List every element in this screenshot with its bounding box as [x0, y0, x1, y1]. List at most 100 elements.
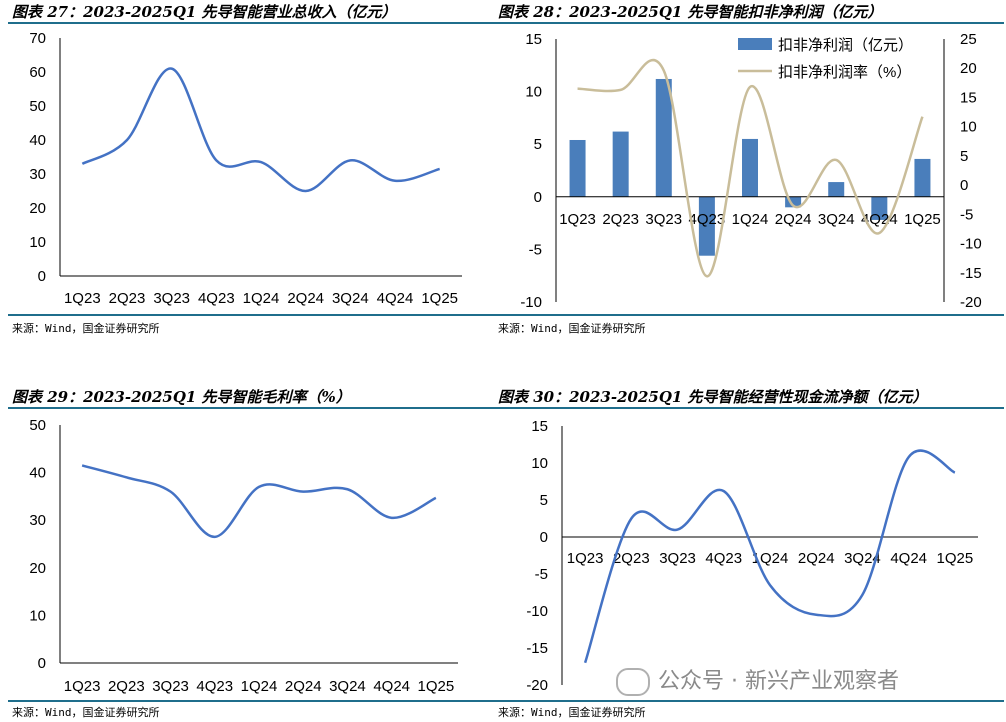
x-tick-label: 3Q24 — [818, 211, 855, 228]
x-tick-label: 4Q23 — [689, 211, 726, 228]
y-tick-label: 50 — [29, 98, 46, 115]
x-tick-label: 4Q24 — [890, 550, 927, 567]
bottom-rule — [8, 700, 496, 702]
net-profit-chart: -10 -5 0 5 10 15 -20 -15 -10 -5 0 5 10 15 20 25 1Q23 2Q23… — [520, 31, 982, 311]
y-tick-label: 40 — [29, 132, 46, 149]
x-tick-label: 4Q23 — [198, 290, 235, 307]
x-tick-label: 3Q24 — [844, 550, 881, 567]
bar — [612, 131, 629, 197]
y-tick-label: 30 — [29, 512, 46, 529]
x-tick-label: 3Q23 — [659, 550, 696, 567]
x-tick-label: 1Q23 — [64, 678, 101, 695]
x-tick-label: 2Q24 — [285, 678, 322, 695]
bar — [698, 196, 715, 256]
bottom-rule — [496, 700, 1004, 702]
x-tick-label: 1Q25 — [904, 211, 941, 228]
y-tick-label: -20 — [526, 677, 548, 694]
x-tick-label: 2Q24 — [775, 211, 812, 228]
y-left-tick-label: 15 — [525, 31, 542, 48]
x-tick-label: 1Q25 — [418, 678, 455, 695]
legend-label: 扣非净利润率（%） — [778, 64, 911, 81]
chart-title: 图表 29：2023-2025Q1 先导智能毛利率（%） — [12, 388, 351, 406]
bottom-rule — [8, 314, 496, 316]
source-note: 来源：Wind，国金证券研究所 — [12, 322, 160, 335]
y-tick-label: 40 — [29, 465, 46, 482]
y-tick-label: -10 — [526, 603, 548, 620]
y-left-tick-label: 0 — [534, 189, 542, 206]
source-note: 来源：Wind，国金证券研究所 — [12, 706, 160, 719]
y-tick-label: 70 — [29, 30, 46, 47]
y-tick-label: -5 — [535, 566, 548, 583]
legend-swatch-bar — [738, 38, 772, 50]
wechat-icon — [616, 668, 650, 696]
y-right-tick-label: -15 — [960, 265, 982, 282]
x-tick-label: 1Q24 — [243, 290, 280, 307]
x-tick-label: 4Q23 — [705, 550, 742, 567]
y-right-tick-label: 15 — [960, 89, 977, 106]
x-tick-label: 1Q24 — [241, 678, 278, 695]
revenue-chart: 0 10 20 30 40 50 60 70 1Q23 2Q23 3Q23 4Q23 1Q24 2Q24 3… — [29, 30, 462, 307]
y-tick-label: 0 — [540, 529, 548, 546]
y-tick-label: 30 — [29, 166, 46, 183]
watermark-text: 公众号 · 新兴产业观察者 — [658, 669, 899, 694]
x-tick-label: 4Q24 — [861, 211, 898, 228]
y-tick-label: 5 — [540, 492, 548, 509]
y-tick-label: 10 — [29, 607, 46, 624]
title-rule — [8, 22, 496, 24]
x-tick-label: 1Q24 — [752, 550, 789, 567]
bar — [828, 182, 845, 197]
gross-margin-chart: 0 10 20 30 40 50 1Q23 2Q23 3Q23 4Q23 1Q24 2Q24 3Q24 4… — [29, 417, 458, 695]
y-right-tick-label: -5 — [960, 206, 973, 223]
x-tick-label: 3Q23 — [152, 678, 189, 695]
y-tick-label: 15 — [531, 418, 548, 435]
y-right-tick-label: 5 — [960, 148, 968, 165]
y-left-tick-label: 5 — [534, 136, 542, 153]
chart-title: 图表 27：2023-2025Q1 先导智能营业总收入（亿元） — [12, 3, 397, 21]
source-note: 来源：Wind，国金证券研究所 — [498, 706, 646, 719]
x-tick-label: 2Q23 — [108, 678, 145, 695]
title-rule — [496, 22, 1004, 24]
x-tick-label: 2Q24 — [287, 290, 324, 307]
bar — [871, 196, 888, 220]
x-tick-label: 1Q24 — [732, 211, 769, 228]
bar — [785, 196, 802, 208]
x-tick-label: 3Q24 — [332, 290, 369, 307]
y-left-tick-label: 10 — [525, 84, 542, 101]
bar — [569, 139, 586, 197]
legend-label: 扣非净利润（亿元） — [778, 37, 913, 54]
x-tick-label: 3Q23 — [645, 211, 682, 228]
y-tick-label: 50 — [29, 417, 46, 434]
y-tick-label: 0 — [38, 268, 46, 285]
y-right-tick-label: 25 — [960, 31, 977, 48]
x-tick-label: 4Q24 — [373, 678, 410, 695]
y-tick-label: 60 — [29, 64, 46, 81]
y-tick-label: 10 — [29, 234, 46, 251]
x-tick-label: 3Q23 — [153, 290, 190, 307]
title-rule — [496, 407, 1004, 409]
y-left-tick-label: -10 — [520, 294, 542, 311]
x-tick-label: 1Q23 — [64, 290, 101, 307]
y-right-tick-label: -10 — [960, 236, 982, 253]
bottom-rule — [496, 314, 1004, 316]
chart-title: 图表 30：2023-2025Q1 先导智能经营性现金流净额（亿元） — [498, 388, 928, 406]
x-tick-label: 2Q23 — [109, 290, 146, 307]
x-tick-label: 4Q24 — [377, 290, 414, 307]
y-tick-label: 10 — [531, 455, 548, 472]
y-tick-label: 20 — [29, 200, 46, 217]
x-tick-label: 1Q25 — [937, 550, 974, 567]
chart-title: 图表 28：2023-2025Q1 先导智能扣非净利润（亿元） — [498, 3, 883, 21]
x-tick-label: 2Q23 — [602, 211, 639, 228]
source-note: 来源：Wind，国金证券研究所 — [498, 322, 646, 335]
y-left-tick-label: -5 — [529, 241, 542, 258]
y-right-tick-label: 20 — [960, 60, 977, 77]
series-line — [81, 67, 441, 193]
x-tick-label: 1Q23 — [567, 550, 604, 567]
bar — [655, 78, 672, 197]
x-tick-label: 1Q23 — [559, 211, 596, 228]
bar — [914, 158, 931, 197]
x-tick-label: 2Q23 — [613, 550, 650, 567]
title-rule — [8, 407, 496, 409]
bar — [742, 138, 758, 197]
x-tick-label: 1Q25 — [421, 290, 458, 307]
